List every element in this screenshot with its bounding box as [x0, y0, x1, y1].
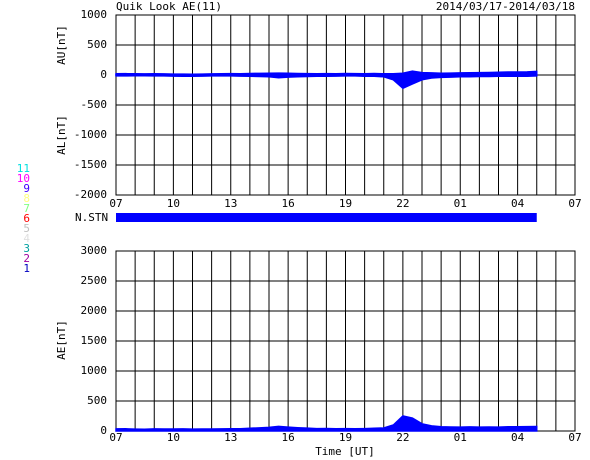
y-tick-label: -2000 [74, 188, 107, 201]
x-tick-label: 10 [167, 431, 180, 444]
y-tick-label: 500 [87, 394, 107, 407]
y-tick-label: -500 [81, 98, 108, 111]
y-tick-label: 0 [100, 424, 107, 437]
y-tick-label: 0 [100, 68, 107, 81]
station-legend-label: 2 [23, 252, 30, 265]
y-tick-label: -1500 [74, 158, 107, 171]
x-tick-label: 13 [224, 431, 237, 444]
x-tick-label: 07 [109, 431, 122, 444]
y-tick-label: -1000 [74, 128, 107, 141]
x-tick-label: 16 [282, 197, 295, 210]
station-legend-label: 8 [23, 192, 30, 205]
y-tick-label: 500 [87, 38, 107, 51]
y-axis-label: AU[nT] [55, 25, 68, 65]
chart-title: Quik Look AE(11) [116, 0, 222, 13]
y-tick-label: 2500 [81, 274, 108, 287]
station-legend-label: 9 [23, 182, 30, 195]
x-tick-label: 10 [167, 197, 180, 210]
station-legend-label: 10 [17, 172, 30, 185]
station-legend-label: 4 [23, 232, 30, 245]
x-tick-label: 04 [511, 431, 525, 444]
y-tick-label: 3000 [81, 244, 108, 257]
x-tick-label: 16 [282, 431, 295, 444]
x-tick-label: 19 [339, 431, 352, 444]
y-axis-label: AE[nT] [55, 320, 68, 360]
area [115, 415, 538, 432]
x-axis-label: Time [UT] [315, 445, 375, 458]
y-tick-label: 1500 [81, 334, 108, 347]
station-legend-label: 1 [23, 262, 30, 275]
station-legend-label: 7 [23, 202, 30, 215]
area [115, 74, 538, 90]
station-legend-label: 5 [23, 222, 30, 235]
x-tick-label: 13 [224, 197, 237, 210]
y-axis-label: AL[nT] [55, 115, 68, 155]
plot-frame [115, 14, 576, 196]
x-tick-label: 19 [339, 197, 352, 210]
station-label: N.STN [75, 211, 108, 224]
y-tick-label: 2000 [81, 304, 108, 317]
x-tick-label: 07 [568, 431, 581, 444]
x-tick-label: 22 [396, 431, 409, 444]
x-tick-label: 07 [109, 197, 122, 210]
x-tick-label: 07 [568, 197, 581, 210]
area [115, 70, 538, 76]
station-legend-label: 6 [23, 212, 30, 225]
x-tick-label: 01 [454, 431, 467, 444]
station-legend-label: 11 [17, 162, 30, 175]
station-bar [116, 213, 537, 222]
x-tick-label: 04 [511, 197, 525, 210]
date-range: 2014/03/17-2014/03/18 [436, 0, 575, 13]
x-tick-label: 22 [396, 197, 409, 210]
y-tick-label: 1000 [81, 8, 108, 21]
y-tick-label: 1000 [81, 364, 108, 377]
x-tick-label: 01 [454, 197, 467, 210]
station-legend-label: 3 [23, 242, 30, 255]
